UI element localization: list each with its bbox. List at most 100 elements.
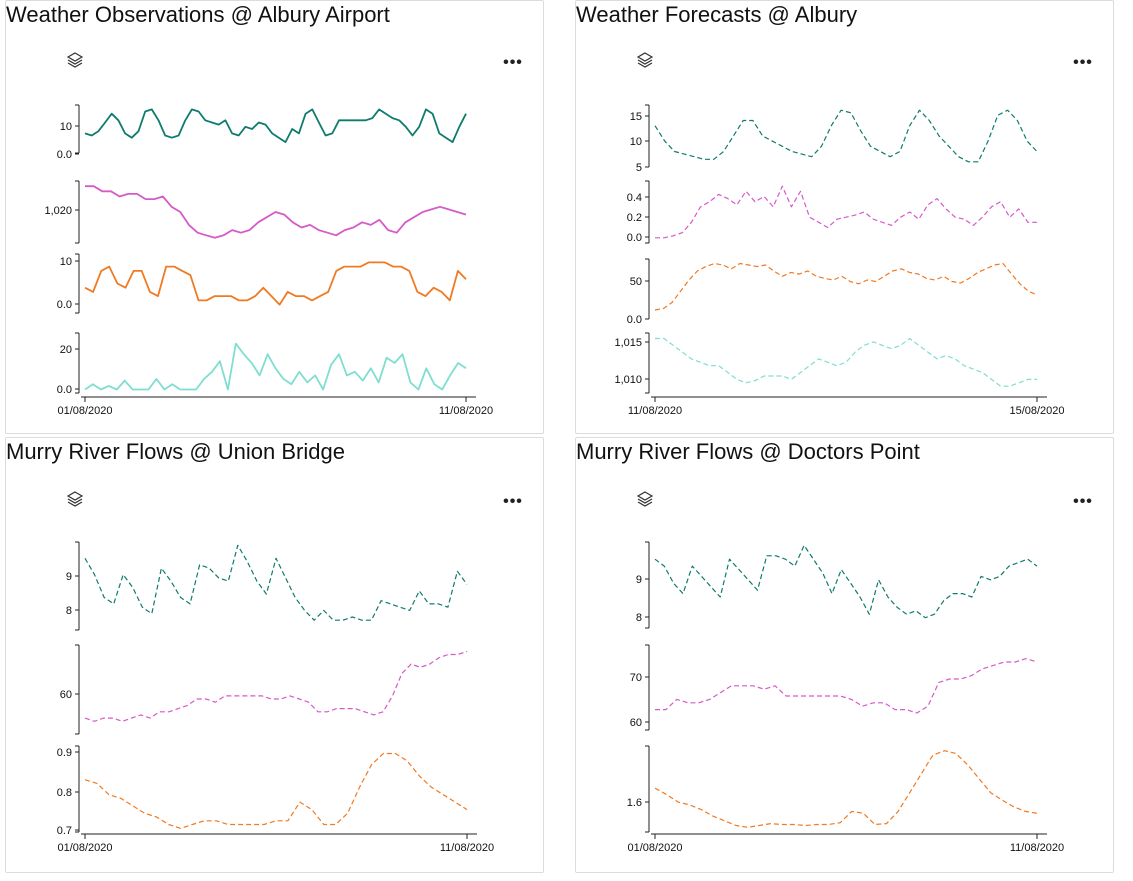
y-tick-label: 10 [60,256,72,268]
y-tick: 1,015 [614,337,649,349]
more-options-icon[interactable]: ••• [1073,54,1093,71]
series-line [84,261,467,306]
y-tick-label: 10 [630,136,642,148]
y-tick-label: 50 [630,276,642,288]
y-tick: 0.8 [57,787,79,799]
series-line [85,185,467,239]
panel-title: Weather Observations @ Albury Airport [6,2,390,27]
y-tick: 20 [60,344,79,356]
series-2: 1.6 [627,745,1038,833]
y-tick: 9 [636,574,649,586]
y-tick: 0.0 [57,299,79,311]
series-2: 100.0 [57,253,467,314]
y-tick-label: 1,020 [44,205,72,217]
layers-icon [636,52,654,68]
more-options-icon[interactable]: ••• [503,493,523,510]
x-tick: 11/08/2020 [1010,834,1064,854]
series-line [84,342,467,391]
y-tick: 10 [60,256,79,268]
y-tick-label: 0.4 [627,192,642,204]
panel-title: Murry River Flows @ Doctors Point [576,439,920,464]
y-tick: 1,020 [44,205,79,217]
y-tick: 50 [630,276,649,288]
x-tick: 11/08/2020 [628,397,682,417]
y-tick-label: 1,015 [614,337,642,349]
more-options-icon[interactable]: ••• [1073,493,1093,510]
y-tick-label: 60 [60,689,72,701]
series-line [654,544,1038,619]
y-tick-label: 0.0 [627,314,642,326]
y-tick: 8 [636,612,649,624]
series-2: 0.9 0.8 0.7 [57,745,468,837]
x-axis: 01/08/2020 11/08/2020 [627,833,1064,854]
y-tick-label: 10 [60,121,72,133]
panel-title: Weather Forecasts @ Albury [576,2,858,27]
y-tick: 0.0 [627,314,649,326]
x-tick: 01/08/2020 [627,834,683,854]
series-line [655,337,1037,387]
y-tick-label: 0.0 [627,232,642,244]
y-tick: 9 [66,571,79,583]
y-tick-label: 0.0 [57,299,72,311]
panel-weather-observations: Weather Observations @ Albury Airport ••… [5,0,544,434]
y-tick-label: 9 [66,571,72,583]
y-tick: 10 [60,121,79,133]
layers-icon-button[interactable] [66,51,86,71]
x-tick-label: 11/08/2020 [440,842,494,854]
y-tick: 70 [630,672,649,684]
y-tick: 60 [60,689,79,701]
y-tick-label: 70 [630,672,642,684]
series-line [84,108,467,144]
y-tick: 1.6 [627,797,649,809]
y-tick-label: 1.6 [627,797,642,809]
y-tick: 8 [66,605,79,617]
layers-icon [66,52,84,68]
layers-icon-button[interactable] [636,51,656,71]
x-tick-label: 11/08/2020 [1010,842,1064,854]
layers-icon-button[interactable] [636,490,656,510]
series-3: 1,015 1,010 [614,332,1037,394]
series-0: 98 [636,541,1038,629]
y-tick: 10 [630,136,649,148]
series-line [654,109,1038,163]
x-tick: 01/08/2020 [57,397,113,417]
series-0: 98 [66,541,468,631]
y-tick-label: 0.9 [57,747,72,759]
y-tick: 60 [630,717,649,729]
y-tick-label: 60 [630,717,642,729]
x-tick: 15/08/2020 [1009,397,1065,417]
x-tick-label: 01/08/2020 [57,405,112,417]
x-tick: 11/08/2020 [440,834,494,854]
y-tick-label: 9 [636,574,642,586]
series-1: 0.4 0.2 0.0 [627,180,1037,244]
series-0: 15 10 5 [630,104,1038,174]
y-tick-label: 0.0 [57,149,72,161]
y-tick: 0.4 [627,192,649,204]
series-3: 200.0 [57,332,467,396]
x-tick-label: 11/08/2020 [628,405,682,417]
x-tick: 11/08/2020 [439,397,493,417]
y-tick-label: 0.8 [57,787,72,799]
y-tick: 0.0 [627,232,649,244]
x-axis: 01/08/2020 11/08/2020 [57,396,493,417]
series-line [654,750,1038,828]
y-tick: 0.0 [57,149,79,161]
layers-icon-button[interactable] [66,490,86,510]
more-options-icon[interactable]: ••• [503,54,523,71]
x-tick-label: 15/08/2020 [1009,405,1064,417]
series-0: 100.0 [57,104,467,161]
x-tick-label: 01/08/2020 [57,842,112,854]
series-line [655,658,1038,714]
y-tick: 0.0 [57,384,79,396]
layers-icon [66,491,84,507]
series-line [654,262,1038,311]
y-tick: 5 [636,162,649,174]
series-2: 500.0 [627,258,1038,326]
y-tick: 0.2 [627,212,649,224]
series-line [84,752,468,829]
y-tick-label: 1,010 [614,374,642,386]
